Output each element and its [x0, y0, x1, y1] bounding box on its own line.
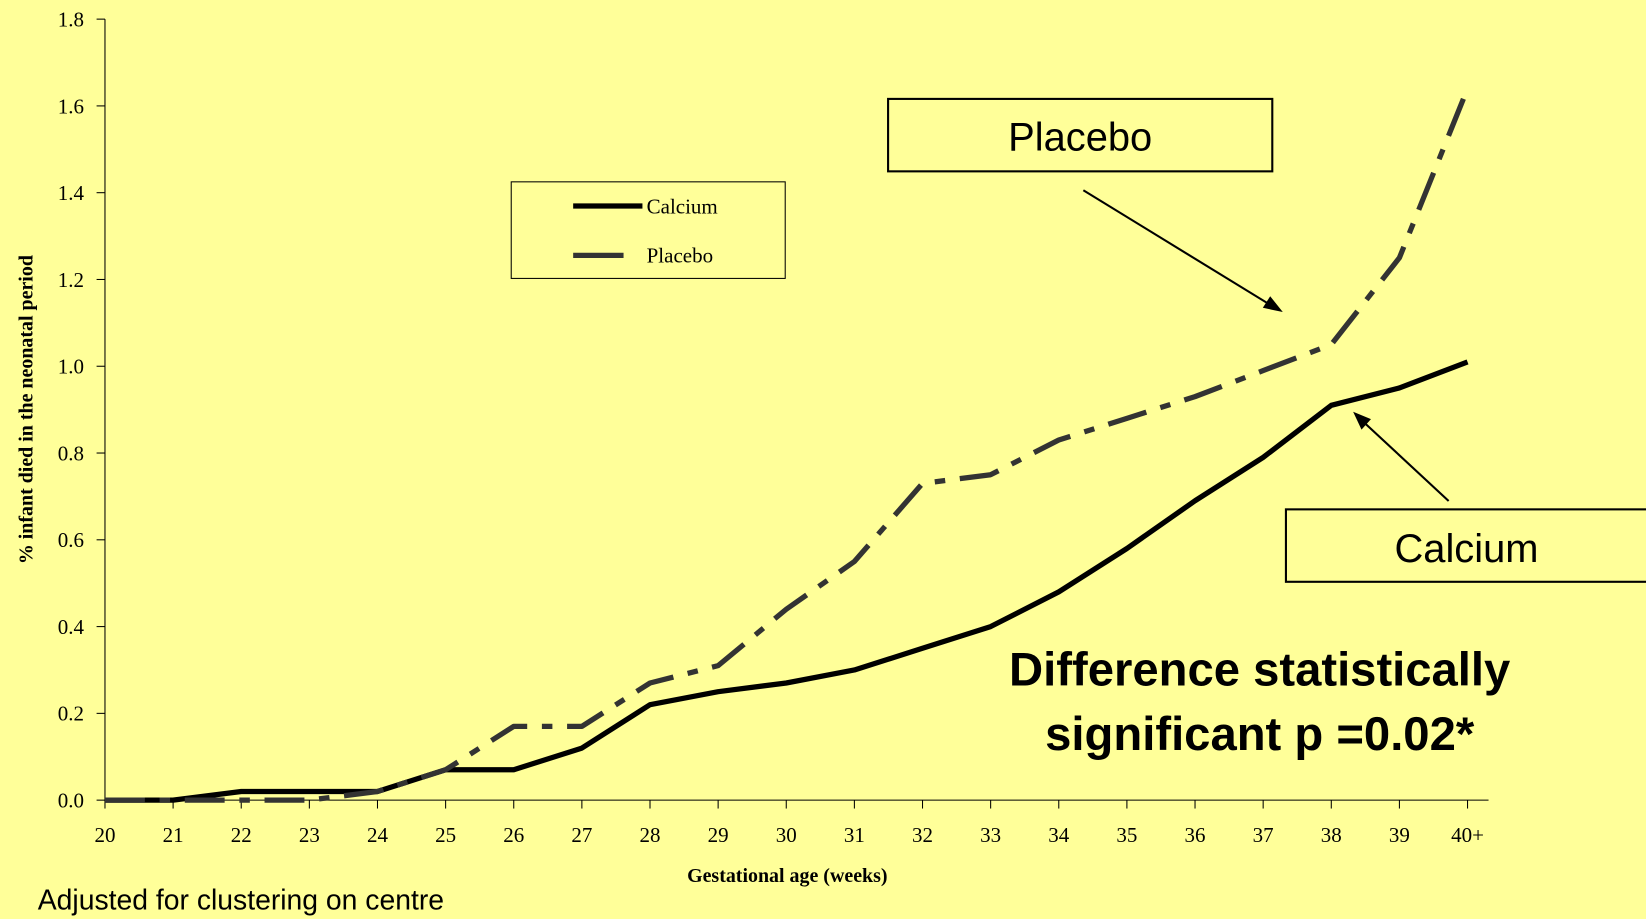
x-tick-label: 26	[503, 823, 524, 847]
legend	[510, 181, 786, 279]
y-axis-label: % infant died in the neonatal period	[16, 255, 38, 564]
legend-label: Placebo	[647, 244, 713, 268]
note: significant p =0.02*	[1045, 708, 1475, 761]
x-tick-label: 22	[231, 823, 252, 847]
y-tick-label: 1.2	[58, 268, 84, 292]
y-tick-label: 1.0	[58, 355, 84, 379]
x-tick-label: 29	[708, 823, 729, 847]
x-tick-label: 20	[94, 823, 115, 847]
annotation: Calcium	[1394, 527, 1538, 571]
legend-label: Calcium	[647, 194, 718, 218]
arrow-head	[1262, 296, 1283, 313]
x-tick-label: 35	[1116, 823, 1137, 847]
y-tick-label: 0.0	[58, 788, 84, 812]
x-tick-label: 30	[776, 823, 797, 847]
x-tick-label: 25	[435, 823, 456, 847]
y-tick-label: 1.4	[58, 181, 85, 205]
x-tick-label: 24	[367, 823, 388, 847]
x-tick-label: 39	[1389, 823, 1410, 847]
x-axis-label: Gestational age (weeks)	[687, 865, 887, 887]
x-tick-label: 27	[571, 823, 592, 847]
y-tick-label: 1.8	[58, 7, 84, 31]
y-tick-label: 0.4	[58, 615, 85, 639]
y-tick-label: 0.2	[58, 702, 84, 726]
arrow-head	[1353, 411, 1371, 430]
annotation-box	[887, 97, 1274, 173]
arrow	[1360, 419, 1450, 502]
y-tick-label: 1.6	[58, 94, 84, 118]
series-line	[104, 359, 1469, 803]
x-tick-label: 33	[980, 823, 1001, 847]
y-tick-label: 0.8	[58, 441, 84, 465]
annotation: Placebo	[1008, 115, 1152, 159]
x-tick-label: 21	[163, 823, 184, 847]
x-tick-label: 23	[299, 823, 320, 847]
x-tick-label: 38	[1321, 823, 1342, 847]
note: Difference statistically	[1009, 644, 1510, 697]
annotation-box	[1284, 508, 1646, 583]
x-tick-label: 37	[1253, 823, 1274, 847]
series-line	[104, 87, 1470, 803]
x-tick-label: 28	[640, 823, 661, 847]
y-tick-label: 0.6	[58, 528, 84, 552]
footnote: Adjusted for clustering on centre	[38, 884, 444, 916]
x-tick-label: 32	[912, 823, 933, 847]
x-tick-label: 36	[1185, 823, 1206, 847]
x-tick-label: 34	[1048, 823, 1069, 847]
x-tick-label: 40+	[1451, 823, 1484, 847]
arrow	[1082, 189, 1274, 308]
x-tick-label: 31	[844, 823, 865, 847]
